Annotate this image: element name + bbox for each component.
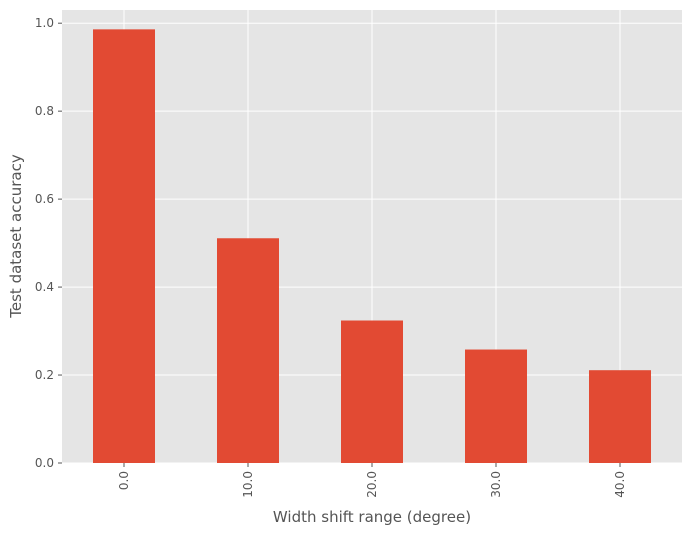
- y-tick-label: 0.4: [35, 280, 54, 294]
- x-tick-label: 0.0: [117, 471, 131, 490]
- x-tick-label: 40.0: [613, 471, 627, 498]
- x-tick-label: 30.0: [489, 471, 503, 498]
- x-axis-label: Width shift range (degree): [273, 508, 471, 526]
- bars: [93, 29, 651, 464]
- y-tick-label: 0.0: [35, 456, 54, 470]
- x-axis-ticks: 0.0 10.0 20.0 30.0 40.0: [117, 463, 627, 498]
- y-axis-label: Test dataset accuracy: [7, 154, 25, 319]
- y-tick-label: 0.2: [35, 368, 54, 382]
- y-tick-label: 1.0: [35, 16, 54, 30]
- x-tick-label: 10.0: [241, 471, 255, 498]
- bar-30-0: [465, 349, 527, 463]
- x-tick-label: 20.0: [365, 471, 379, 498]
- y-axis-ticks: 0.0 0.2 0.4 0.6 0.8 1.0: [35, 16, 62, 470]
- bar-10-0: [217, 238, 279, 463]
- y-tick-label: 0.6: [35, 192, 54, 206]
- bar-0-0: [93, 29, 155, 464]
- y-tick-label: 0.8: [35, 104, 54, 118]
- bar-40-0: [589, 370, 651, 463]
- bar-20-0: [341, 320, 403, 463]
